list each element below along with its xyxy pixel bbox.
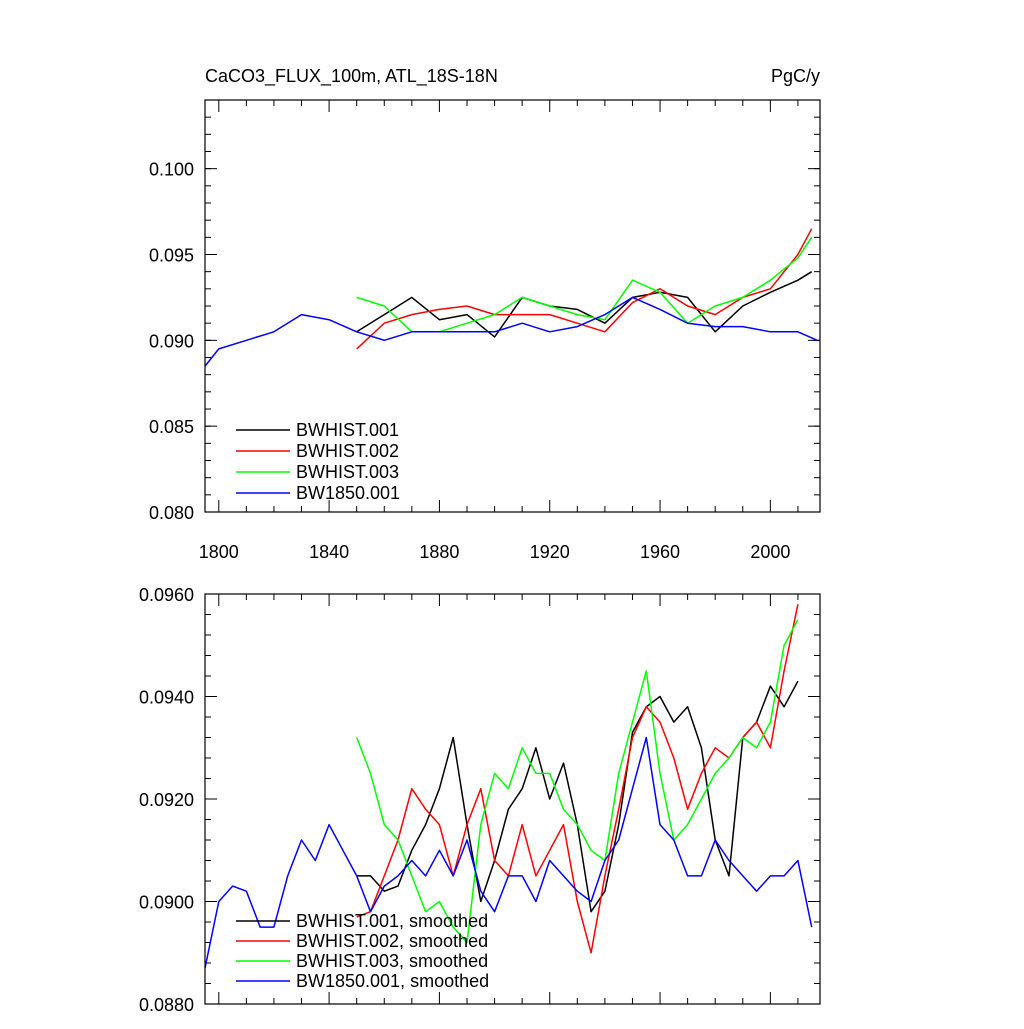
top-x-tick-label: 1960	[640, 542, 680, 562]
top-x-tick-label: 1920	[530, 542, 570, 562]
bottom-plot-frame	[204, 593, 821, 1005]
top-plot-frame	[204, 99, 821, 513]
bottom-legend-label-1: BWHIST.001, smoothed	[296, 911, 488, 931]
bottom-y-tick-label: 0.0900	[139, 893, 194, 913]
bottom-legend-label-3: BWHIST.003, smoothed	[296, 951, 488, 971]
bottom-legend-label-2: BWHIST.002, smoothed	[296, 931, 488, 951]
top-x-tick-label: 1800	[199, 542, 239, 562]
top-x-tick-label: 2000	[750, 542, 790, 562]
top-legend-label-1: BWHIST.001	[296, 420, 399, 440]
top-x-tick-label: 1840	[309, 542, 349, 562]
top-chart-units: PgC/y	[771, 66, 820, 86]
bottom-legend-label-4: BW1850.001, smoothed	[296, 971, 489, 991]
bottom-axis-ticks: 0.0880 0.0900 0.0920 0.0940 0.0960	[139, 585, 820, 1015]
top-y-tick-label: 0.085	[149, 417, 194, 437]
top-y-tick-label: 0.090	[149, 331, 194, 351]
top-y-tick-label: 0.100	[149, 160, 194, 180]
top-y-tick-label: 0.080	[149, 503, 194, 523]
bottom-series-line-1	[356, 680, 799, 913]
top-x-tick-label: 1880	[419, 542, 459, 562]
bottom-series-line-2	[356, 604, 799, 954]
bottom-panel: 0.0880 0.0900 0.0920 0.0940 0.0960 BWHIST.00…	[139, 585, 821, 1015]
top-panel: CaCO3_FLUX_100m, ATL_18S-18N PgC/y 1800 1…	[149, 66, 821, 562]
bottom-y-tick-label: 0.0920	[139, 790, 194, 810]
top-legend-label-4: BW1850.001	[296, 483, 400, 503]
top-axis-ticks: 1800 1840 1880 1920 1960 2000 0.080 0.085 0.090 0…	[149, 99, 820, 562]
top-series-line-4	[204, 296, 818, 367]
top-series-line-2	[356, 228, 813, 350]
top-y-tick-label: 0.095	[149, 246, 194, 266]
bottom-series-line-4	[204, 736, 813, 969]
bottom-y-tick-label: 0.0960	[139, 585, 194, 605]
bottom-series-line-3	[355, 619, 799, 944]
bottom-y-tick-label: 0.0940	[139, 688, 194, 708]
bottom-series-group	[204, 604, 813, 969]
top-series-line-3	[356, 236, 813, 333]
top-series-line-1	[356, 271, 813, 338]
bottom-y-tick-label: 0.0880	[139, 995, 194, 1015]
top-chart-title: CaCO3_FLUX_100m, ATL_18S-18N	[205, 66, 498, 87]
top-legend-label-3: BWHIST.003	[296, 462, 399, 482]
top-legend-label-2: BWHIST.002	[296, 441, 399, 461]
top-series-group	[204, 228, 818, 367]
